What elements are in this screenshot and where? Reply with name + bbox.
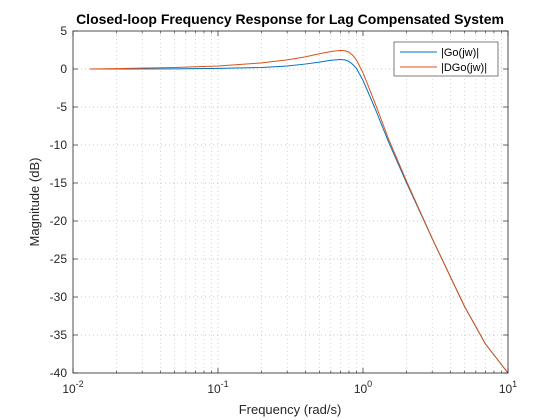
x-tick-label: 100 [354, 379, 372, 396]
y-axis-label: Magnitude (dB) [27, 158, 42, 247]
axes-box [72, 30, 509, 374]
legend-label-dgo: |DGo(jw)| [441, 62, 487, 74]
legend: |Go(jw)| |DGo(jw)| [393, 41, 499, 77]
y-tick-label: -35 [50, 328, 68, 342]
x-axis-label: Frequency (rad/s) [239, 402, 342, 417]
y-tick-label: -30 [50, 290, 68, 304]
tick-marks [72, 30, 509, 374]
y-tick-label: -25 [50, 252, 68, 266]
legend-box [393, 41, 499, 77]
series-lines [89, 49, 509, 374]
legend-label-go: |Go(jw)| [441, 47, 479, 59]
x-tick-label: 101 [499, 379, 517, 396]
y-tick-label: -20 [50, 214, 68, 228]
series-line-1 [89, 49, 509, 374]
y-tick-label: 0 [60, 62, 67, 76]
x-tick-label: 10-1 [207, 379, 228, 396]
y-tick-label: -40 [50, 366, 68, 380]
tick-labels: 10-2 10-1 100 101 5 0 -5 -10 -15 -20 -25 -30 -35 -40 [50, 24, 518, 396]
chart-title: Closed-loop Frequency Response for Lag C… [76, 11, 504, 27]
x-tick-label: 10-2 [62, 379, 83, 396]
plot-area [73, 31, 508, 373]
y-tick-label: -5 [56, 100, 67, 114]
y-tick-label: -10 [50, 138, 68, 152]
y-tick-label: 5 [60, 24, 67, 38]
y-tick-label: -15 [50, 176, 68, 190]
